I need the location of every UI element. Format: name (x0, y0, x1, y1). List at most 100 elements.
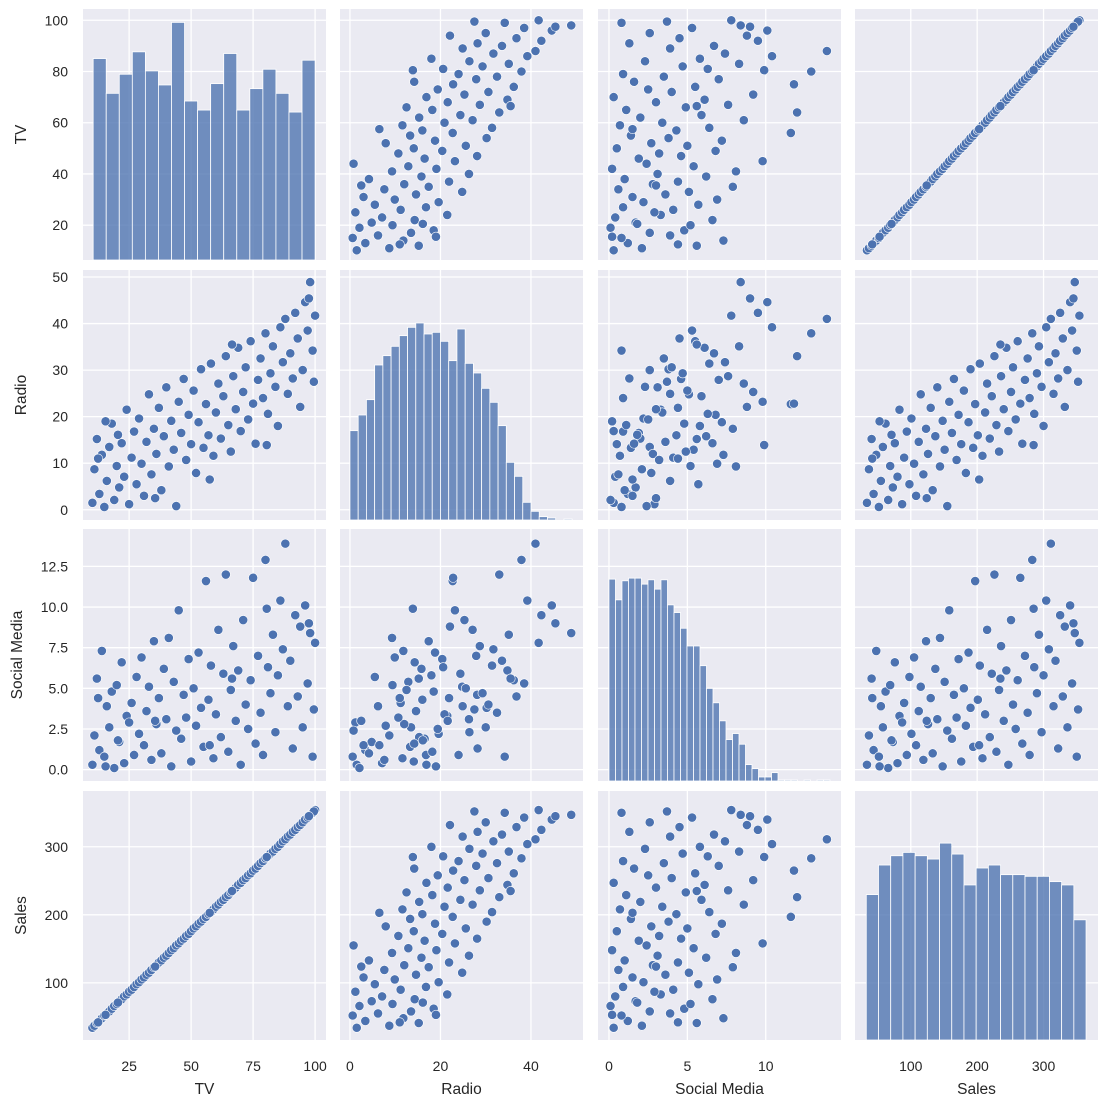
scatter-point (718, 235, 729, 246)
scatter-point (605, 222, 616, 233)
scatter-point (533, 637, 544, 648)
scatter-point (472, 743, 483, 754)
x-tick-label: 20 (433, 1058, 449, 1074)
scatter-point (488, 48, 499, 59)
scatter-point (87, 497, 98, 508)
panel-background (598, 270, 841, 520)
scatter-point (421, 982, 431, 992)
scatter-point (442, 989, 453, 1000)
scatter-point (1067, 678, 1078, 689)
scatter-point (691, 434, 702, 444)
scatter-point (932, 714, 943, 725)
histogram-bar (680, 627, 688, 782)
scatter-point (379, 965, 390, 975)
scatter-point (720, 357, 730, 368)
scatter-point (453, 69, 464, 79)
scatter-point (146, 754, 157, 765)
scatter-point (712, 194, 723, 205)
scatter-point (676, 151, 686, 161)
scatter-point (862, 497, 872, 508)
scatter-point (913, 706, 924, 716)
scatter-point (204, 907, 215, 918)
scatter-point (417, 125, 428, 136)
scatter-point (713, 74, 724, 85)
scatter-point (519, 23, 530, 33)
scatter-point (417, 735, 428, 746)
scatter-point (633, 935, 644, 946)
x-tick-label: 25 (121, 1058, 137, 1074)
scatter-point (250, 438, 261, 449)
scatter-point (652, 950, 663, 961)
scatter-point (394, 239, 405, 250)
scatter-point (243, 414, 254, 425)
scatter-point (208, 753, 219, 764)
scatter-point (114, 482, 125, 493)
scatter-point (223, 746, 234, 757)
histogram-bar (706, 688, 714, 782)
scatter-point (986, 668, 997, 679)
scatter-point (354, 1001, 365, 1011)
scatter-point (356, 180, 367, 191)
scatter-point (409, 994, 420, 1005)
scatter-point (618, 982, 628, 992)
scatter-point (302, 678, 313, 689)
scatter-point (785, 911, 796, 922)
scatter-point (1008, 699, 1018, 710)
scatter-point (421, 92, 432, 103)
scatter-point (658, 353, 669, 364)
scatter-point (980, 407, 991, 418)
scatter-point (393, 931, 404, 941)
histogram-bar (105, 92, 120, 261)
scatter-point (277, 644, 288, 655)
scatter-point (977, 753, 988, 764)
scatter-point (735, 20, 746, 31)
scatter-point (193, 417, 204, 428)
scatter-point (366, 996, 377, 1007)
scatter-point (676, 933, 686, 944)
scatter-point (974, 124, 985, 135)
scatter-point (203, 430, 214, 441)
scatter-point (364, 955, 374, 966)
scatter-point (303, 618, 314, 629)
scatter-point (566, 20, 577, 31)
scatter-point (789, 865, 799, 876)
scatter-point (618, 202, 628, 213)
scatter-point (494, 892, 505, 903)
scatter-point (464, 56, 475, 67)
histogram-bar (641, 583, 649, 782)
scatter-point (439, 901, 450, 912)
scatter-point (632, 218, 643, 229)
scatter-point (389, 652, 400, 663)
scatter-point (1034, 629, 1044, 640)
scatter-point (874, 416, 885, 427)
scatter-point (688, 943, 699, 954)
scatter-point (432, 84, 443, 95)
scatter-point (930, 431, 941, 442)
scatter-point (427, 746, 438, 757)
scatter-point (394, 1017, 405, 1028)
scatter-point (481, 133, 492, 143)
scatter-point (471, 650, 482, 661)
scatter-point (119, 758, 130, 769)
y-tick-label: 100 (45, 12, 69, 28)
x-tick-label: 50 (183, 1058, 199, 1074)
scatter-point (196, 364, 206, 375)
scatter-point (248, 398, 258, 409)
scatter-point (622, 1016, 633, 1026)
scatter-point (918, 469, 929, 480)
scatter-point (767, 51, 777, 62)
scatter-point (282, 701, 293, 712)
scatter-point (619, 174, 630, 184)
scatter-point (308, 704, 319, 715)
scatter-point (171, 725, 182, 736)
scatter-point (419, 153, 430, 164)
scatter-point (666, 87, 677, 97)
scatter-point (720, 48, 730, 59)
scatter-point (702, 408, 713, 419)
scatter-point (875, 701, 886, 712)
histogram-bar (158, 84, 172, 261)
scatter-point (161, 382, 172, 393)
panel-tv-vs-radio (340, 9, 583, 260)
scatter-point (951, 455, 962, 465)
y-tick-label: 5.0 (49, 680, 69, 696)
